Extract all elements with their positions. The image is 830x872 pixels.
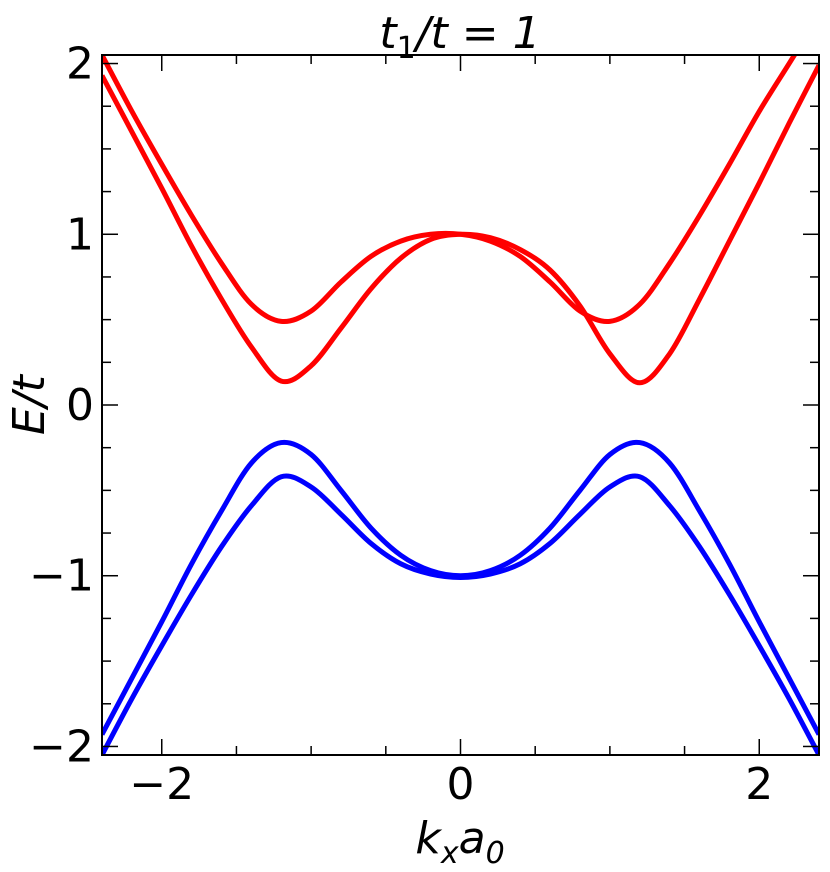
plot-frame: [101, 54, 820, 756]
chart-title: t1/t = 1: [379, 8, 540, 66]
x-tick-label: 0: [447, 759, 475, 810]
band-line-4: [102, 473, 819, 755]
ticks-layer: [102, 55, 819, 755]
series-layer: [102, 55, 819, 755]
band-line-3: [102, 439, 819, 736]
x-tick-label: −2: [129, 759, 194, 810]
x-axis-label: kxa0: [415, 813, 504, 871]
tick-labels: −2 0 2 −2 −1 0 1 2: [29, 39, 773, 810]
y-tick-label: 0: [66, 380, 94, 431]
y-axis-label: E/t: [4, 373, 55, 435]
y-tick-label: 1: [66, 209, 94, 260]
y-tick-label: −1: [29, 551, 94, 602]
band-line-2: [102, 64, 819, 386]
x-tick-label: 2: [745, 759, 773, 810]
y-tick-label: 2: [66, 39, 94, 90]
y-tick-label: −2: [29, 721, 94, 772]
